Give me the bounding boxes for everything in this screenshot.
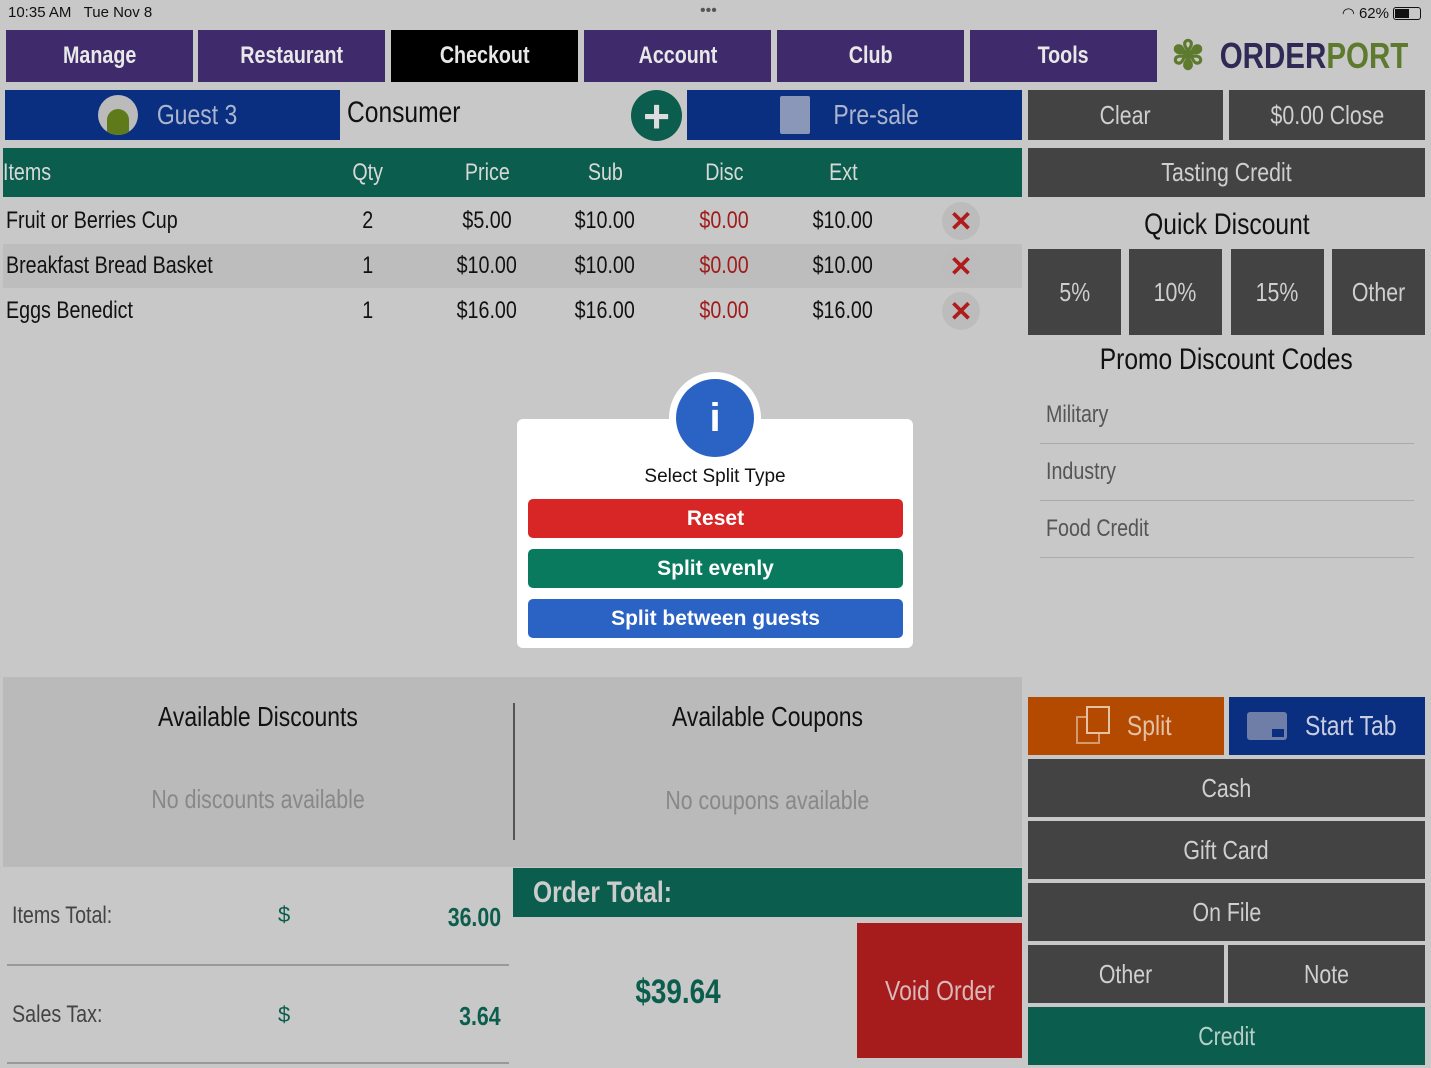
remove-item-button[interactable]: ✕ [942,202,980,240]
nav-tab-tools[interactable]: Tools [970,30,1157,82]
quick-discount-other[interactable]: Other [1332,249,1425,335]
promo-title: Promo Discount Codes [1100,343,1353,376]
item-price: $10.00 [456,252,518,279]
item-price: $5.00 [462,207,512,234]
credit-button[interactable]: Credit [1028,1007,1425,1065]
item-ext: $10.00 [812,252,874,279]
note-button[interactable]: Note [1228,945,1425,1003]
item-name: Fruit or Berries Cup [6,207,178,234]
item-name: Breakfast Bread Basket [6,252,213,279]
table-row[interactable]: Breakfast Bread Basket 1 $10.00 $10.00 $0.00… [3,244,1022,288]
split-between-guests-button[interactable]: Split between guests [528,599,903,638]
divider [7,964,509,966]
document-icon [780,96,811,134]
close-icon: ✕ [949,250,973,282]
divider [7,1062,509,1064]
available-coupons-title: Available Coupons [671,701,864,732]
nav-tab-restaurant[interactable]: Restaurant [198,30,385,82]
order-total-value: $39.64 [635,972,721,1011]
table-header: Items Qty Price Sub Disc Ext [3,148,1022,197]
close-button[interactable]: $0.00 Close [1229,90,1425,140]
guest-button[interactable]: Guest 3 [5,90,340,140]
reset-button[interactable]: Reset [528,499,903,538]
status-time: 10:35 AM Tue Nov 8 [8,4,153,21]
table-row[interactable]: Eggs Benedict 1 $16.00 $16.00 $0.00 $16.00 ✕ [3,289,1022,333]
remove-item-button[interactable]: ✕ [942,247,980,285]
quick-discount-title: Quick Discount [1143,208,1310,241]
split-evenly-button[interactable]: Split evenly [528,549,903,588]
nav-tab-manage[interactable]: Manage [6,30,193,82]
add-guest-button[interactable]: + [631,90,682,141]
customer-type[interactable]: Consumer [347,96,461,129]
promo-food-credit[interactable]: Food Credit [1040,501,1414,558]
info-icon: i [676,379,754,457]
quick-discount-10[interactable]: 10% [1129,249,1222,335]
item-disc: $0.00 [699,252,749,279]
no-coupons-text: No coupons available [665,784,870,815]
cash-button[interactable]: Cash [1028,759,1425,817]
item-sub: $16.00 [574,297,636,324]
wifi-icon: ◠ [1341,5,1355,22]
item-ext: $16.00 [812,297,874,324]
tasting-credit-button[interactable]: Tasting Credit [1028,148,1425,197]
close-icon: ✕ [949,295,973,327]
table-row[interactable]: Fruit or Berries Cup 2 $5.00 $10.00 $0.00 $10… [3,199,1022,243]
item-price: $16.00 [456,297,518,324]
remove-item-button[interactable]: ✕ [942,292,980,330]
order-total-bar: Order Total: [513,868,1022,917]
quick-discount-15[interactable]: 15% [1231,249,1324,335]
start-tab-button[interactable]: Start Tab [1229,697,1425,755]
items-total-currency: $ [278,902,291,927]
sales-tax-value: 3.64 [459,1001,501,1031]
info-icon-ring: i [669,372,761,464]
sales-tax-label: Sales Tax: [12,1001,103,1028]
no-discounts-text: No discounts available [151,783,365,814]
plus-icon: + [643,89,670,142]
discounts-coupons-panel: Available Discounts No discounts availab… [3,677,1022,867]
promo-industry[interactable]: Industry [1040,444,1414,501]
item-sub: $10.00 [574,252,636,279]
promo-military[interactable]: Military [1040,387,1414,444]
status-indicators: ◠ 62% [1342,4,1421,22]
void-order-button[interactable]: Void Order [857,923,1022,1058]
item-disc: $0.00 [699,207,749,234]
card-icon [1247,712,1288,740]
items-total-label: Items Total: [12,902,113,929]
split-button[interactable]: Split [1028,697,1224,755]
available-discounts-title: Available Discounts [158,701,358,732]
presale-button[interactable]: Pre-sale [687,90,1022,140]
dialog-title: Select Split Type [644,466,786,487]
items-total-value: 36.00 [447,902,501,932]
item-disc: $0.00 [699,297,749,324]
item-qty: 1 [362,297,374,324]
multitask-dots[interactable]: ••• [700,2,717,19]
flower-icon: ✾ [1171,34,1205,78]
item-ext: $10.00 [812,207,874,234]
item-name: Eggs Benedict [6,297,133,324]
clear-button[interactable]: Clear [1028,90,1223,140]
on-file-button[interactable]: On File [1028,883,1425,941]
close-icon: ✕ [949,205,973,237]
quick-discount-5[interactable]: 5% [1028,249,1121,335]
nav-tab-checkout[interactable]: Checkout [391,30,578,82]
user-icon [98,95,139,135]
nav-tab-club[interactable]: Club [777,30,964,82]
sales-tax-currency: $ [278,1002,291,1027]
item-qty: 1 [362,252,374,279]
item-sub: $10.00 [574,207,636,234]
other-payment-button[interactable]: Other [1028,945,1224,1003]
orderport-logo: ✾ ORDERPORT [1171,34,1409,78]
divider [513,703,515,840]
nav-tab-account[interactable]: Account [584,30,771,82]
battery-icon [1393,6,1421,20]
item-qty: 2 [362,207,374,234]
copy-icon [1075,706,1112,746]
gift-card-button[interactable]: Gift Card [1028,821,1425,879]
